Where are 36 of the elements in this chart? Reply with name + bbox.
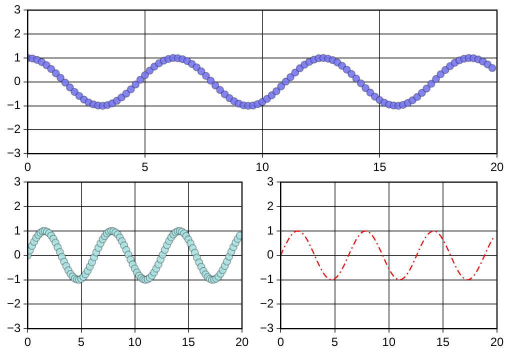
y-tick-label: −2 [260,296,274,311]
y-tick-label: −3 [260,320,274,335]
y-tick-label: 2 [266,198,274,213]
x-tick-label: 15 [182,335,196,350]
y-tick-label: 3 [14,174,21,189]
x-tick-label: 10 [128,335,142,350]
y-tick-label: 0 [266,248,274,262]
y-tick-label: −2 [6,122,21,136]
x-tick-label: 15 [372,160,387,174]
y-tick-label: −1 [6,98,21,112]
y-tick-label: 0 [14,248,21,262]
y-tick-label: −3 [6,146,21,160]
y-tick-label: 0 [14,74,21,88]
x-tick-label: 0 [24,160,32,174]
y-tick-label: 1 [14,50,21,64]
x-tick-label: 5 [78,335,85,350]
y-tick-label: 3 [14,2,21,17]
x-tick-label: 5 [331,335,338,350]
y-tick-label: 2 [14,198,21,213]
y-tick-label: −1 [6,272,21,286]
y-tick-label: 1 [14,223,21,238]
y-tick-label: 1 [266,223,274,238]
x-tick-label: 10 [382,335,396,350]
y-tick-label: 2 [14,26,21,40]
x-tick-label: 20 [490,335,504,350]
y-tick-label: −1 [260,272,274,286]
x-tick-label: 20 [490,160,504,174]
y-tick-label: −2 [6,296,21,311]
x-tick-label: 0 [24,335,32,350]
x-tick-label: 0 [277,335,284,350]
x-tick-label: 10 [256,160,270,174]
x-tick-label: 20 [235,335,249,350]
y-tick-label: −3 [6,320,21,335]
x-tick-label: 5 [142,160,149,174]
x-tick-label: 15 [436,335,450,350]
y-tick-label: 3 [266,174,274,189]
